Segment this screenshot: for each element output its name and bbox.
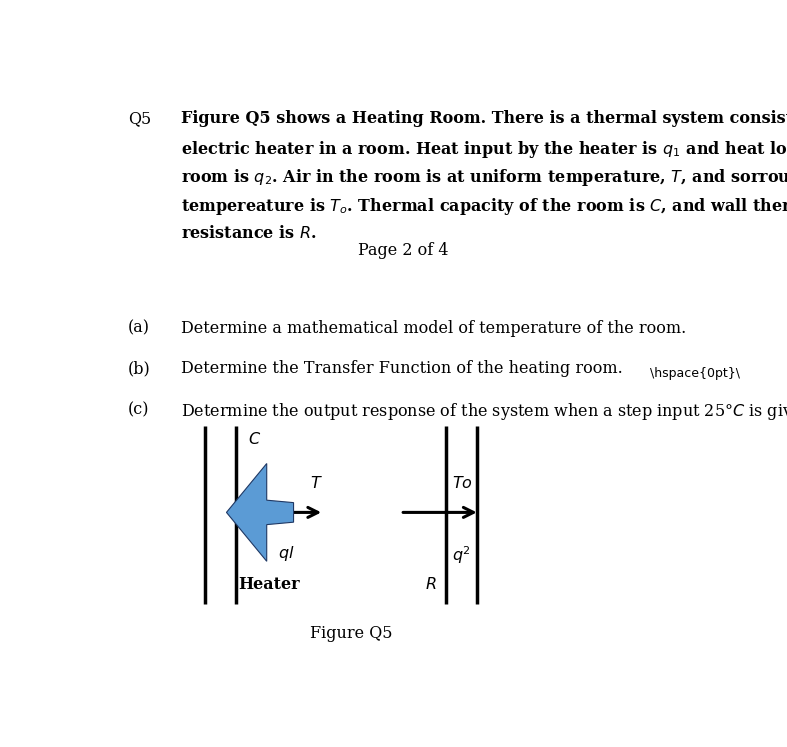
Text: $C$: $C$ [248,431,261,447]
Text: $q^2$: $q^2$ [452,544,471,565]
Text: Heater: Heater [238,576,301,593]
Text: \hspace{0pt}\: \hspace{0pt}\ [650,367,745,380]
Text: Determine the Transfer Function of the heating room.: Determine the Transfer Function of the h… [181,360,623,377]
Text: (a): (a) [127,320,150,337]
Text: Determine a mathematical model of temperature of the room.: Determine a mathematical model of temper… [181,320,686,337]
Polygon shape [227,463,294,561]
Text: $ql$: $ql$ [279,544,295,563]
Text: $T$: $T$ [310,475,323,492]
Text: (b): (b) [127,360,150,377]
Text: Figure Q5: Figure Q5 [310,624,393,642]
Text: resistance is $R$.: resistance is $R$. [181,225,316,242]
Text: Q5: Q5 [127,110,151,127]
Text: $R$: $R$ [425,576,437,593]
Text: (c): (c) [127,401,150,418]
Text: Figure Q5 shows a Heating Room. There is a thermal system consisting of an: Figure Q5 shows a Heating Room. There is… [181,110,787,127]
Text: tempereature is $T_o$. Thermal capacity of the room is $C$, and wall thermal: tempereature is $T_o$. Thermal capacity … [181,196,787,217]
Text: electric heater in a room. Heat input by the heater is $q_1$ and heat loss from: electric heater in a room. Heat input by… [181,138,787,160]
Text: Determine the output response of the system when a step input 25°$C$ is given.: Determine the output response of the sys… [181,401,787,422]
Text: room is $q_2$. Air in the room is at uniform temperature, $T$, and sorrounding: room is $q_2$. Air in the room is at uni… [181,167,787,188]
Text: $To$: $To$ [452,475,473,492]
Text: Page 2 of 4: Page 2 of 4 [358,242,449,259]
